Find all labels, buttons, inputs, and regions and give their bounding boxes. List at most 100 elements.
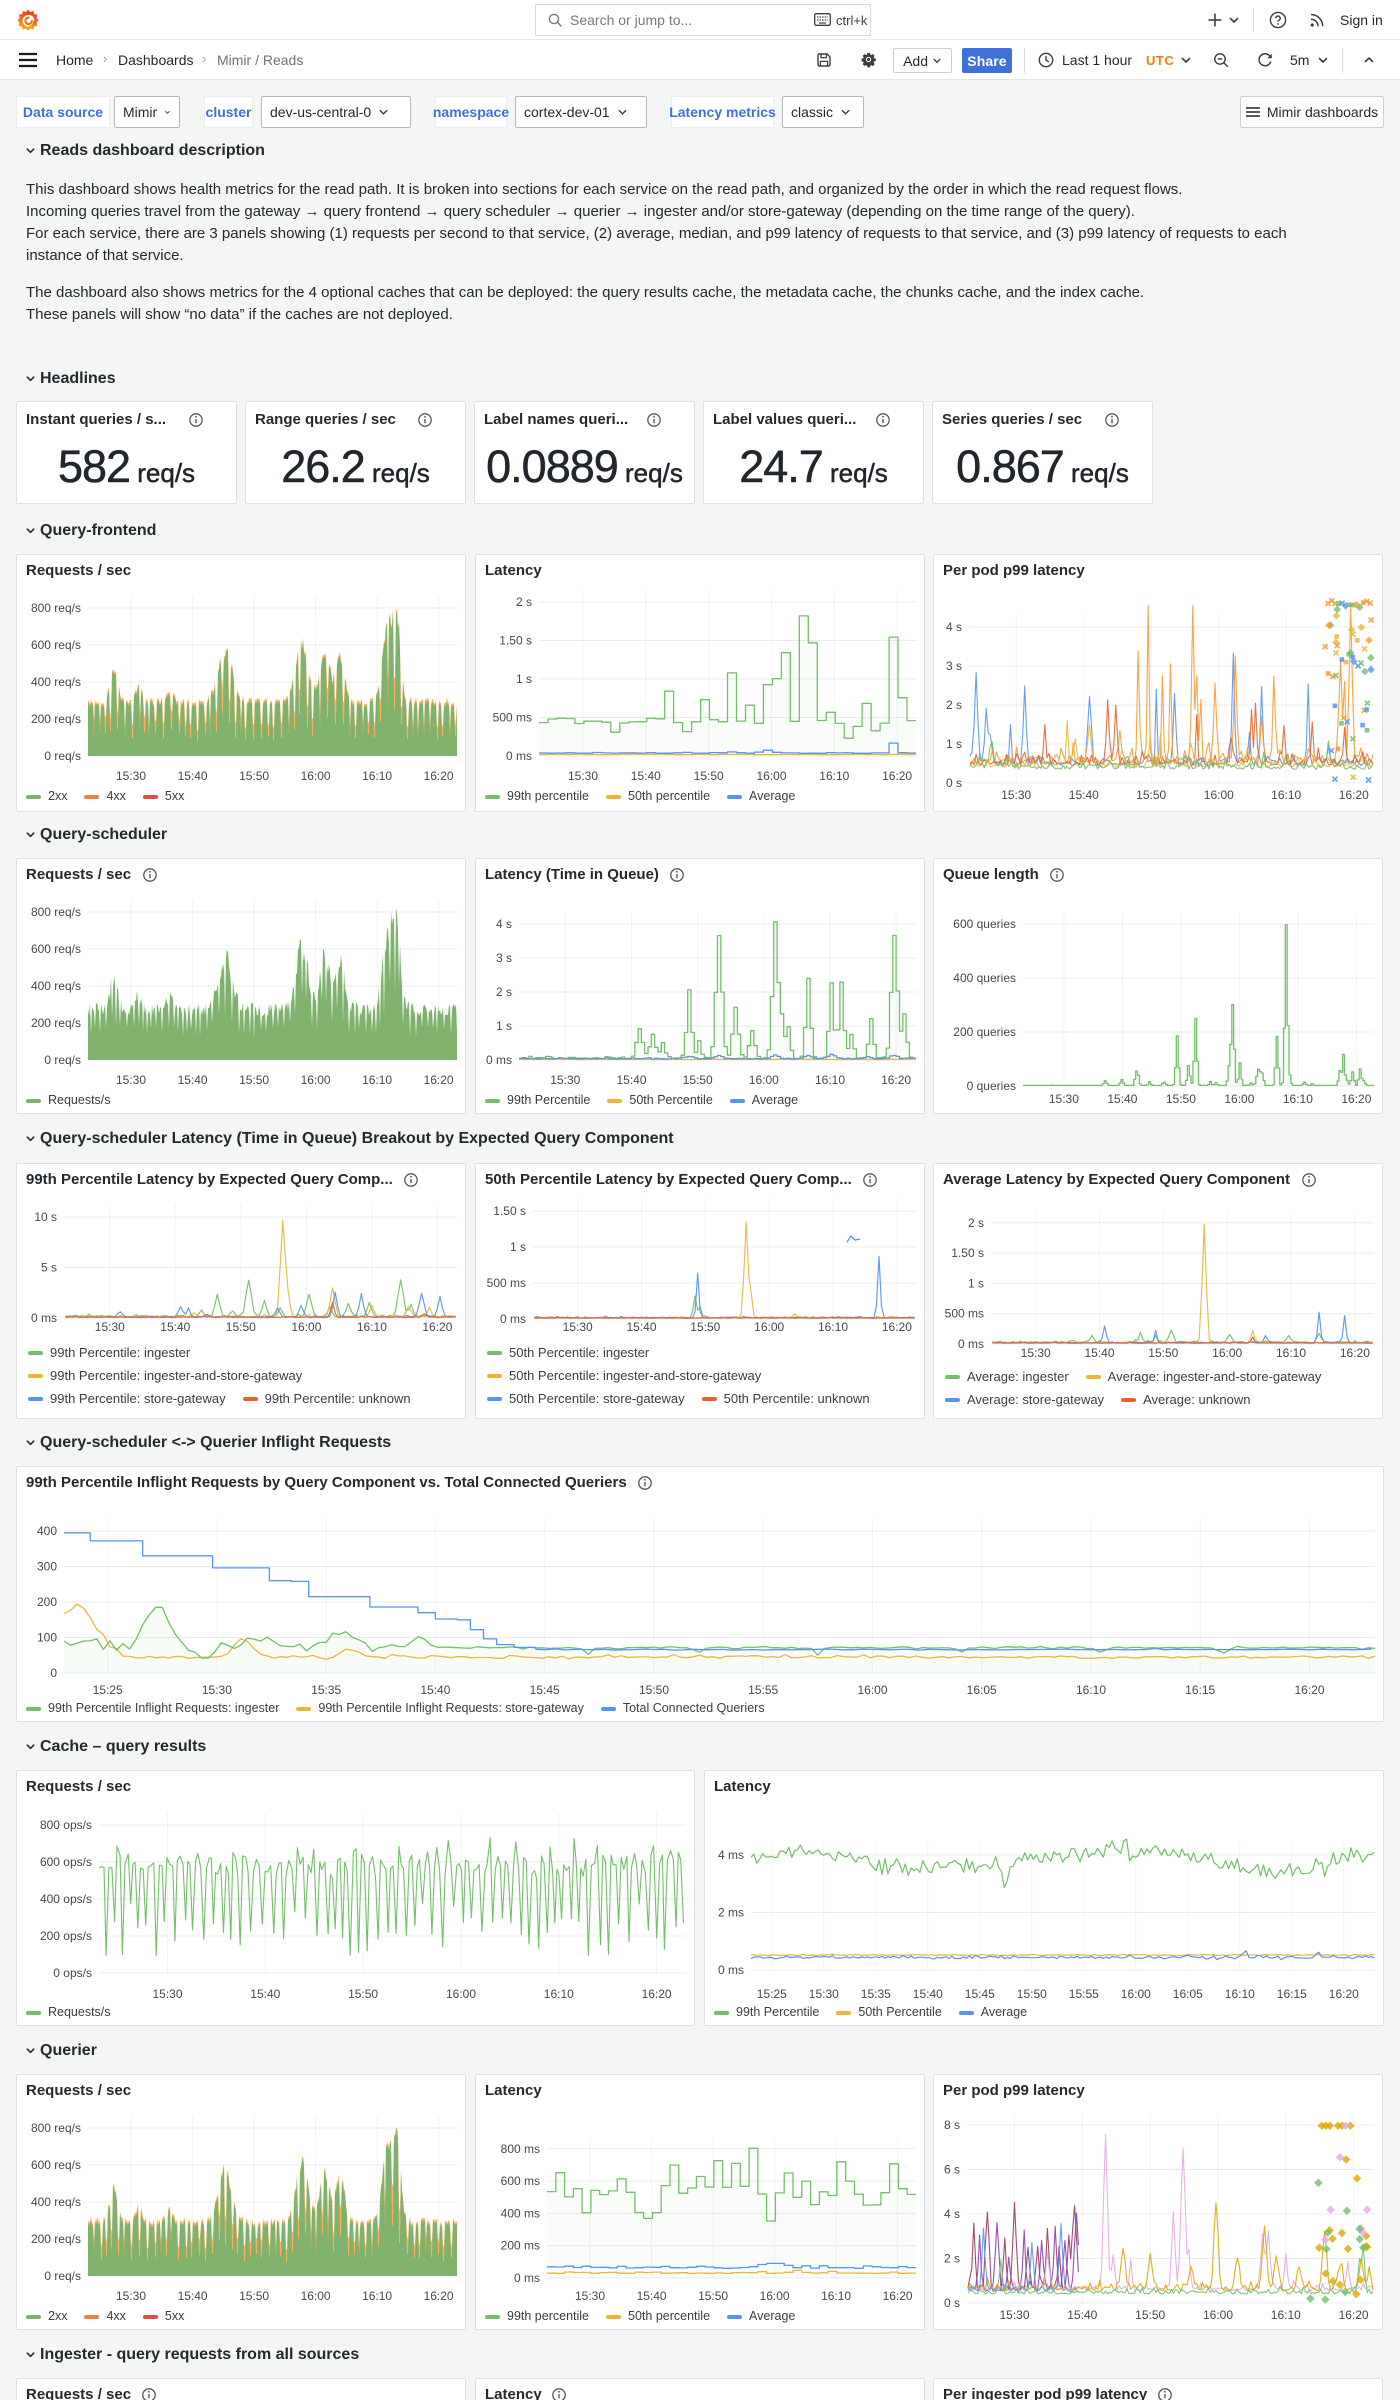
svg-text:16:10: 16:10 xyxy=(821,2289,851,2303)
svg-text:15:30: 15:30 xyxy=(116,769,146,783)
svg-text:800 req/s: 800 req/s xyxy=(31,905,81,919)
svg-text:16:00: 16:00 xyxy=(301,1073,331,1087)
svg-text:300: 300 xyxy=(37,1560,57,1574)
svg-text:2 s: 2 s xyxy=(946,698,962,712)
svg-text:16:10: 16:10 xyxy=(815,1073,845,1087)
svg-text:16:20: 16:20 xyxy=(424,769,454,783)
svg-text:0 ms: 0 ms xyxy=(718,1963,744,1977)
svg-text:800 ms: 800 ms xyxy=(501,2142,540,2156)
svg-text:15:30: 15:30 xyxy=(116,2289,146,2303)
svg-text:10 s: 10 s xyxy=(34,1210,57,1224)
svg-text:16:15: 16:15 xyxy=(1277,1987,1307,2001)
svg-text:15:40: 15:40 xyxy=(178,2289,208,2303)
svg-text:15:40: 15:40 xyxy=(616,1073,646,1087)
svg-text:16:10: 16:10 xyxy=(362,1073,392,1087)
svg-text:15:35: 15:35 xyxy=(311,1683,341,1697)
svg-text:15:55: 15:55 xyxy=(1069,1987,1099,2001)
svg-text:15:40: 15:40 xyxy=(1107,1092,1137,1106)
svg-text:16:10: 16:10 xyxy=(1076,1683,1106,1697)
svg-text:15:40: 15:40 xyxy=(1084,1346,1114,1360)
svg-text:15:40: 15:40 xyxy=(631,769,661,783)
svg-text:8 s: 8 s xyxy=(944,2118,960,2132)
svg-text:100: 100 xyxy=(37,1631,57,1645)
svg-text:16:20: 16:20 xyxy=(881,1073,911,1087)
svg-text:2 s: 2 s xyxy=(944,2252,960,2266)
svg-text:15:45: 15:45 xyxy=(965,1987,995,2001)
svg-text:3 s: 3 s xyxy=(946,659,962,673)
svg-text:16:20: 16:20 xyxy=(882,1320,912,1334)
svg-text:15:50: 15:50 xyxy=(683,1073,713,1087)
svg-text:15:50: 15:50 xyxy=(1136,788,1166,802)
svg-text:400 ms: 400 ms xyxy=(501,2206,540,2220)
svg-text:500 ms: 500 ms xyxy=(487,1276,526,1290)
svg-text:15:30: 15:30 xyxy=(116,1073,146,1087)
svg-text:15:30: 15:30 xyxy=(809,1987,839,2001)
svg-text:200 req/s: 200 req/s xyxy=(31,2232,81,2246)
svg-text:600 ms: 600 ms xyxy=(501,2174,540,2188)
svg-text:200 req/s: 200 req/s xyxy=(31,1016,81,1030)
svg-text:1 s: 1 s xyxy=(510,1240,526,1254)
svg-text:15:35: 15:35 xyxy=(861,1987,891,2001)
svg-text:16:00: 16:00 xyxy=(1121,1987,1151,2001)
svg-text:15:30: 15:30 xyxy=(575,2289,605,2303)
svg-text:400 ops/s: 400 ops/s xyxy=(40,1892,92,1906)
svg-text:800 req/s: 800 req/s xyxy=(31,601,81,615)
svg-text:200 queries: 200 queries xyxy=(953,1025,1016,1039)
svg-text:16:00: 16:00 xyxy=(301,2289,331,2303)
svg-text:200: 200 xyxy=(37,1595,57,1609)
svg-text:3 s: 3 s xyxy=(496,951,512,965)
svg-text:16:10: 16:10 xyxy=(357,1320,387,1334)
svg-text:15:40: 15:40 xyxy=(637,2289,667,2303)
svg-text:0 ops/s: 0 ops/s xyxy=(53,1966,92,1980)
svg-text:1 s: 1 s xyxy=(516,672,532,686)
svg-text:15:50: 15:50 xyxy=(239,1073,269,1087)
svg-text:16:20: 16:20 xyxy=(1340,1346,1370,1360)
svg-text:16:10: 16:10 xyxy=(819,769,849,783)
svg-text:15:30: 15:30 xyxy=(563,1320,593,1334)
svg-text:0 ms: 0 ms xyxy=(31,1311,57,1325)
svg-text:16:10: 16:10 xyxy=(362,769,392,783)
svg-text:400 queries: 400 queries xyxy=(953,971,1016,985)
svg-text:16:10: 16:10 xyxy=(544,1987,574,2001)
svg-text:15:45: 15:45 xyxy=(530,1683,560,1697)
svg-text:0 ms: 0 ms xyxy=(514,2271,540,2285)
svg-text:0 req/s: 0 req/s xyxy=(44,2269,81,2283)
svg-text:16:00: 16:00 xyxy=(756,769,786,783)
svg-text:0 req/s: 0 req/s xyxy=(44,1053,81,1067)
svg-text:0 ms: 0 ms xyxy=(486,1053,512,1067)
svg-text:15:40: 15:40 xyxy=(250,1987,280,2001)
svg-text:4 s: 4 s xyxy=(946,620,962,634)
svg-text:16:00: 16:00 xyxy=(760,2289,790,2303)
svg-text:15:50: 15:50 xyxy=(694,769,724,783)
svg-text:16:10: 16:10 xyxy=(1276,1346,1306,1360)
svg-text:15:50: 15:50 xyxy=(1017,1987,1047,2001)
svg-text:800 req/s: 800 req/s xyxy=(31,2121,81,2135)
svg-text:500 ms: 500 ms xyxy=(945,1307,984,1321)
svg-text:0 ms: 0 ms xyxy=(506,749,532,763)
svg-text:16:20: 16:20 xyxy=(1329,1987,1359,2001)
svg-text:2 s: 2 s xyxy=(516,595,532,609)
svg-text:16:20: 16:20 xyxy=(1339,2308,1369,2322)
svg-text:16:20: 16:20 xyxy=(1341,1092,1371,1106)
svg-text:600 req/s: 600 req/s xyxy=(31,2158,81,2172)
svg-text:15:30: 15:30 xyxy=(550,1073,580,1087)
svg-text:200 req/s: 200 req/s xyxy=(31,712,81,726)
svg-text:1.50 s: 1.50 s xyxy=(499,634,532,648)
svg-text:16:00: 16:00 xyxy=(291,1320,321,1334)
svg-text:15:30: 15:30 xyxy=(999,2308,1029,2322)
svg-text:15:40: 15:40 xyxy=(913,1987,943,2001)
svg-text:15:50: 15:50 xyxy=(239,2289,269,2303)
svg-text:15:40: 15:40 xyxy=(420,1683,450,1697)
svg-text:15:40: 15:40 xyxy=(178,769,208,783)
svg-text:15:25: 15:25 xyxy=(93,1683,123,1697)
svg-text:0 ms: 0 ms xyxy=(958,1337,984,1351)
svg-text:16:20: 16:20 xyxy=(424,1073,454,1087)
svg-text:16:20: 16:20 xyxy=(424,2289,454,2303)
svg-text:16:10: 16:10 xyxy=(1271,2308,1301,2322)
svg-text:16:10: 16:10 xyxy=(362,2289,392,2303)
svg-text:1 s: 1 s xyxy=(496,1019,512,1033)
svg-text:16:00: 16:00 xyxy=(446,1987,476,2001)
svg-text:16:10: 16:10 xyxy=(818,1320,848,1334)
svg-text:0: 0 xyxy=(50,1666,57,1680)
svg-text:16:20: 16:20 xyxy=(883,2289,913,2303)
